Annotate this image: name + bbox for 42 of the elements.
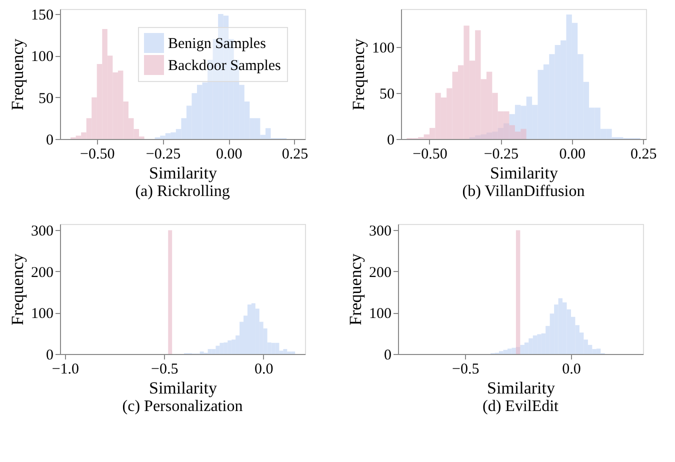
x-tick-label: 0.00 bbox=[216, 146, 242, 162]
x-axis-title: Similarity bbox=[490, 164, 558, 182]
y-axis-title: Frequency bbox=[8, 38, 27, 110]
y-axis-title: Frequency bbox=[346, 253, 365, 326]
x-tick-label: 0.25 bbox=[630, 146, 657, 162]
y-tick-label: 100 bbox=[369, 306, 392, 322]
y-tick-label: 0 bbox=[46, 348, 54, 364]
y-tick-label: 50 bbox=[380, 86, 394, 102]
x-tick-label: −0.5 bbox=[452, 362, 480, 378]
x-tick-label: −0.50 bbox=[412, 146, 448, 162]
x-tick-label: 0.00 bbox=[559, 146, 586, 162]
y-tick-label: 0 bbox=[387, 132, 394, 148]
x-axis-title: Similarity bbox=[149, 378, 218, 398]
y-axis-title: Frequency bbox=[8, 253, 27, 326]
x-tick-label: −0.50 bbox=[80, 146, 115, 162]
y-tick-label: 200 bbox=[369, 264, 392, 281]
y-tick-label: 150 bbox=[31, 8, 54, 24]
x-tick-label: −0.5 bbox=[151, 362, 178, 378]
legend-label: Benign Samples bbox=[168, 36, 266, 52]
y-tick-label: 200 bbox=[31, 264, 54, 281]
y-tick-label: 300 bbox=[31, 224, 54, 240]
x-axis-title: Similarity bbox=[149, 164, 218, 182]
y-tick-label: 100 bbox=[372, 40, 394, 56]
y-tick-label: 0 bbox=[46, 132, 54, 148]
legend-label: Backdoor Samples bbox=[168, 58, 282, 74]
x-tick-label: −1.0 bbox=[52, 362, 80, 378]
y-tick-label: 50 bbox=[38, 90, 54, 107]
x-tick-label: 0.0 bbox=[254, 362, 274, 378]
x-tick-label: −0.25 bbox=[484, 146, 519, 162]
x-axis-title: Similarity bbox=[487, 378, 556, 398]
x-tick-label: 0.25 bbox=[282, 146, 308, 162]
y-axis-title: Frequency bbox=[349, 38, 368, 110]
y-tick-label: 100 bbox=[31, 306, 54, 322]
y-tick-label: 100 bbox=[31, 49, 54, 66]
text: (a) Rickrolling bbox=[135, 183, 230, 200]
x-tick-label: 0.0 bbox=[562, 362, 581, 378]
y-tick-label: 300 bbox=[369, 224, 392, 240]
x-tick-label: −0.25 bbox=[146, 146, 181, 162]
text: (d) EvilEdit bbox=[482, 398, 560, 415]
y-tick-label: 0 bbox=[384, 348, 392, 364]
text: (c) Personalization bbox=[122, 398, 243, 415]
text: (b) VillanDiffusion bbox=[462, 183, 585, 200]
